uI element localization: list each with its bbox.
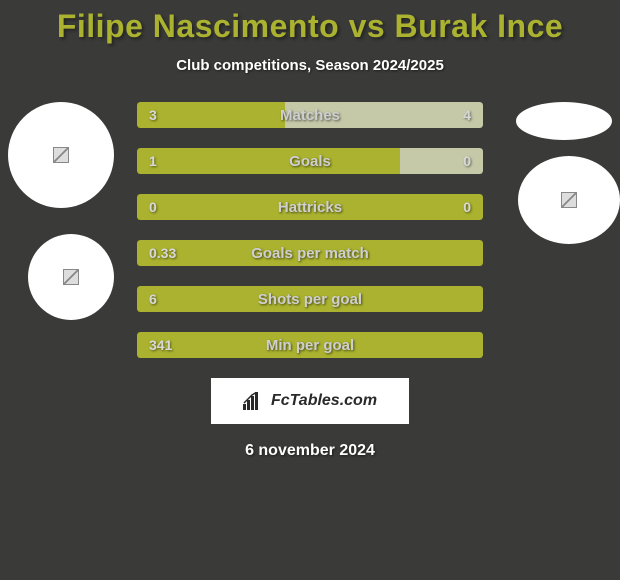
stat-row: 341Min per goal xyxy=(137,332,483,358)
fctables-logo: FcTables.com xyxy=(211,378,409,424)
stat-row: 0.33Goals per match xyxy=(137,240,483,266)
comparison-date: 6 november 2024 xyxy=(0,442,620,460)
player2-avatar xyxy=(516,102,612,140)
player2-club-avatar xyxy=(518,156,620,244)
broken-image-icon xyxy=(561,192,577,208)
stat-label: Min per goal xyxy=(137,332,483,358)
stat-row: 00Hattricks xyxy=(137,194,483,220)
stat-label: Hattricks xyxy=(137,194,483,220)
stat-row: 6Shots per goal xyxy=(137,286,483,312)
comparison-title: Filipe Nascimento vs Burak Ince xyxy=(0,0,620,45)
stat-row: 10Goals xyxy=(137,148,483,174)
chart-icon xyxy=(243,392,265,410)
logo-text: FcTables.com xyxy=(271,392,377,410)
broken-image-icon xyxy=(63,269,79,285)
stat-row: 34Matches xyxy=(137,102,483,128)
content-area: 34Matches 10Goals 00Hattricks 0.33Goals per… xyxy=(0,102,620,460)
stat-label: Goals per match xyxy=(137,240,483,266)
stat-label: Shots per goal xyxy=(137,286,483,312)
broken-image-icon xyxy=(53,147,69,163)
stats-bars: 34Matches 10Goals 00Hattricks 0.33Goals per… xyxy=(137,102,483,358)
comparison-subtitle: Club competitions, Season 2024/2025 xyxy=(0,57,620,74)
stat-label: Goals xyxy=(137,148,483,174)
stat-label: Matches xyxy=(137,102,483,128)
player1-avatar xyxy=(8,102,114,208)
player1-club-avatar xyxy=(28,234,114,320)
